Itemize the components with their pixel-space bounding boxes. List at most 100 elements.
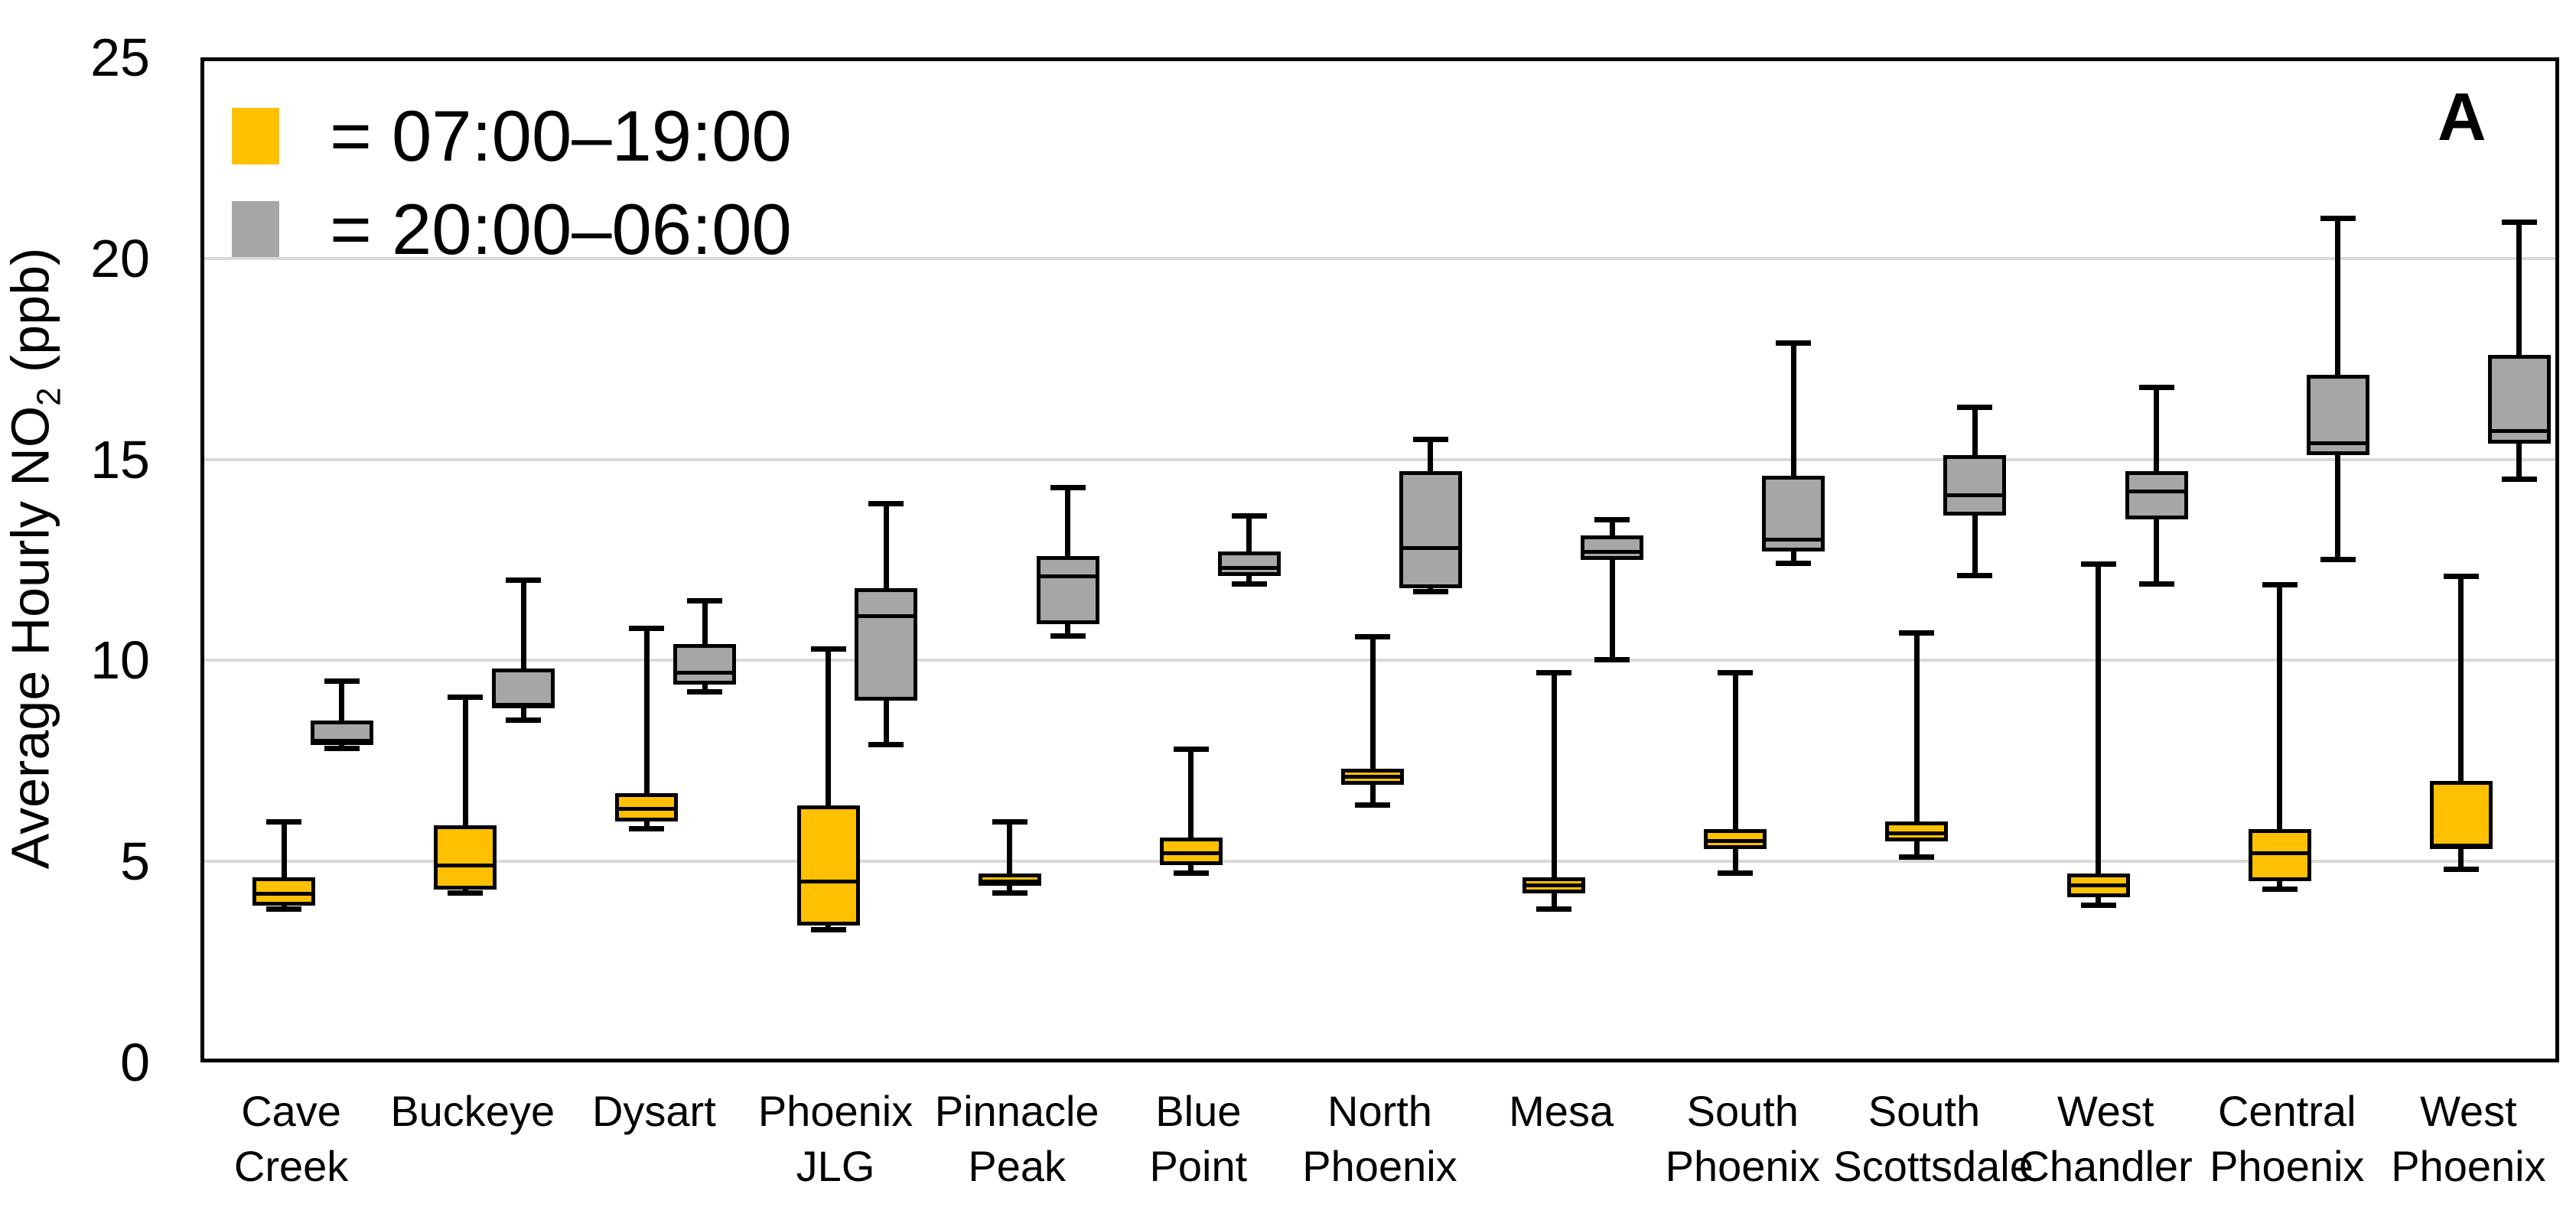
boxplot-day-buckeye-whisker-cap-top	[448, 694, 484, 700]
gridline-20	[204, 256, 2555, 260]
y-axis-title-subscript: 2	[31, 387, 68, 406]
x-label-south-phoenix: South Phoenix	[1665, 1087, 1820, 1190]
boxplot-day-phoenix-jlg-whisker-cap-top	[810, 646, 846, 652]
boxplot-night-pinnacle-peak-whisker-cap-top	[1050, 485, 1086, 491]
boxplot-day-south-scottsdale-whisker-stem	[1913, 632, 1920, 857]
boxplot-night-mesa-whisker-cap-bottom	[1594, 657, 1630, 663]
boxplot-night-south-phoenix-whisker-cap-bottom	[1776, 561, 1812, 567]
boxplot-day-buckeye-whisker-cap-bottom	[448, 890, 484, 896]
boxplot-night-phoenix-jlg-box	[855, 587, 918, 701]
boxplot-night-pinnacle-peak-box	[1036, 555, 1099, 625]
boxplot-day-pinnacle-peak-whisker-stem	[1007, 821, 1013, 894]
boxplot-day-dysart-median-line	[615, 807, 679, 812]
boxplot-day-mesa-whisker-cap-bottom	[1536, 906, 1572, 913]
x-label-buckeye: Buckeye	[390, 1087, 555, 1135]
legend-swatch-night-icon	[232, 201, 279, 258]
boxplot-day-west-chandler-whisker-stem	[2096, 564, 2102, 906]
gridline-10	[204, 659, 2555, 662]
boxplot-day-pinnacle-peak-whisker-cap-bottom	[992, 890, 1027, 896]
legend-item-day: = 07:00–19:00	[232, 98, 792, 174]
x-label-south-scottsdale: South Scottsdale	[1833, 1087, 2034, 1190]
boxplot-night-cave-creek-whisker-cap-bottom	[324, 746, 360, 752]
boxplot-day-south-phoenix-median-line	[1704, 839, 1767, 844]
boxplot-night-west-chandler-whisker-cap-bottom	[2138, 581, 2174, 587]
boxplot-night-south-phoenix-whisker-stem	[1790, 343, 1796, 564]
boxplot-day-buckeye-whisker-stem	[462, 696, 468, 894]
boxplot-night-west-phoenix-box	[2487, 354, 2551, 444]
boxplot-night-buckeye-whisker-cap-bottom	[506, 717, 542, 724]
boxplot-night-buckeye-whisker-stem	[520, 580, 526, 721]
boxplot-night-west-phoenix-whisker-stem	[2516, 222, 2522, 480]
legend-swatch-day-icon	[232, 108, 279, 164]
boxplot-day-cave-creek-box	[252, 877, 316, 906]
boxplot-day-central-phoenix-median-line	[2248, 851, 2311, 856]
boxplot-night-cave-creek-whisker-cap-top	[324, 678, 360, 684]
boxplot-day-west-phoenix-whisker-stem	[2458, 576, 2464, 870]
boxplot-night-west-phoenix-median-line	[2487, 429, 2551, 434]
boxplot-day-dysart-whisker-stem	[643, 628, 650, 830]
boxplot-day-west-chandler-whisker-cap-top	[2080, 561, 2116, 568]
gridline-5	[204, 860, 2555, 864]
y-tick-15: 15	[90, 429, 150, 490]
boxplot-night-blue-point-whisker-cap-bottom	[1231, 581, 1267, 587]
boxplot-day-central-phoenix-whisker-stem	[2277, 584, 2283, 890]
legend-label-night: = 20:00–06:00	[330, 189, 792, 269]
boxplot-day-phoenix-jlg-whisker-stem	[826, 648, 832, 930]
boxplot-night-buckeye-box	[492, 668, 555, 709]
boxplot-day-phoenix-jlg-whisker-cap-bottom	[810, 926, 846, 932]
boxplot-day-west-phoenix-whisker-cap-top	[2443, 574, 2479, 580]
panel-label: A	[2438, 79, 2486, 155]
boxplot-day-south-scottsdale-median-line	[1885, 831, 1949, 835]
x-label-mesa: Mesa	[1509, 1087, 1614, 1135]
legend: = 07:00–19:00 = 20:00–06:00	[232, 98, 792, 285]
boxplot-night-mesa-whisker-cap-top	[1594, 517, 1630, 523]
boxplot-night-phoenix-jlg-whisker-cap-top	[868, 501, 904, 507]
boxplot-day-west-phoenix-box	[2429, 781, 2493, 850]
boxplot-day-buckeye-median-line	[434, 863, 497, 867]
boxplot-day-cave-creek-whisker-cap-bottom	[266, 906, 302, 913]
x-label-phoenix-jlg: Phoenix JLG	[757, 1087, 913, 1190]
legend-label-day: = 07:00–19:00	[330, 96, 792, 176]
y-tick-5: 5	[120, 831, 150, 892]
boxplot-night-south-scottsdale-whisker-cap-top	[1957, 405, 1993, 411]
y-axis-title: Average Hourly NO2 (ppb)	[0, 247, 68, 870]
y-tick-25: 25	[90, 28, 150, 87]
boxplot-day-west-phoenix-whisker-cap-bottom	[2443, 866, 2479, 872]
boxplot-day-mesa-whisker-stem	[1551, 672, 1557, 910]
boxplot-day-blue-point-median-line	[1159, 851, 1223, 856]
boxplot-night-west-chandler-box	[2125, 471, 2188, 520]
boxplot-day-north-phoenix-whisker-stem	[1369, 636, 1376, 805]
boxplot-day-north-phoenix-whisker-cap-top	[1355, 633, 1390, 639]
gridline-15	[204, 457, 2555, 461]
boxplot-night-blue-point-box	[1217, 551, 1281, 577]
boxplot-night-mesa-whisker-stem	[1609, 519, 1615, 661]
x-label-dysart: Dysart	[591, 1087, 716, 1135]
x-label-blue-point: Blue Point	[1149, 1087, 1248, 1190]
boxplot-night-south-scottsdale-whisker-cap-bottom	[1957, 573, 1993, 579]
boxplot-night-central-phoenix-whisker-cap-top	[2320, 216, 2356, 222]
boxplot-night-west-phoenix-whisker-cap-bottom	[2501, 476, 2537, 482]
boxplot-night-buckeye-median-line	[492, 702, 555, 707]
boxplot-day-phoenix-jlg-box	[796, 805, 860, 926]
boxplot-night-dysart-box	[673, 644, 737, 685]
boxplot-day-west-chandler-whisker-cap-bottom	[2080, 903, 2116, 909]
x-label-cave-creek: Cave Creek	[233, 1087, 349, 1190]
boxplot-day-north-phoenix-whisker-cap-bottom	[1355, 802, 1390, 808]
boxplot-day-central-phoenix-box	[2248, 829, 2311, 882]
boxplot-night-north-phoenix-median-line	[1399, 545, 1462, 550]
boxplot-day-south-phoenix-whisker-stem	[1732, 672, 1738, 874]
boxplot-night-north-phoenix-whisker-cap-bottom	[1412, 589, 1448, 595]
boxplot-night-pinnacle-peak-median-line	[1036, 574, 1099, 578]
y-tick-10: 10	[90, 630, 150, 691]
boxplot-day-south-scottsdale-whisker-cap-top	[1899, 630, 1935, 636]
boxplot-night-south-scottsdale-box	[1943, 455, 2007, 516]
boxplot-day-south-scottsdale-whisker-cap-bottom	[1899, 854, 1935, 860]
boxplot-night-mesa-box	[1581, 535, 1644, 560]
boxplot-day-north-phoenix-median-line	[1341, 775, 1404, 779]
boxplot-day-dysart-box	[615, 792, 679, 821]
x-label-central-phoenix: Central Phoenix	[2210, 1087, 2365, 1190]
boxplot-night-dysart-whisker-cap-bottom	[687, 689, 723, 695]
boxplot-night-south-phoenix-median-line	[1762, 538, 1825, 542]
boxplot-night-west-phoenix-whisker-cap-top	[2501, 220, 2537, 226]
